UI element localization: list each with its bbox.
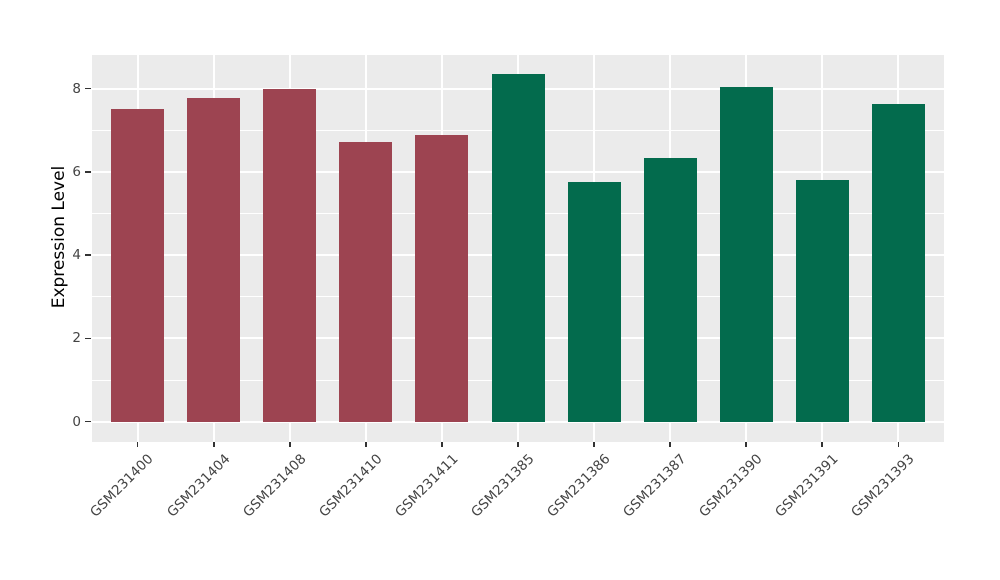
- y-tick-label: 0: [72, 413, 81, 430]
- bar-GSM231393: [871, 104, 925, 422]
- x-tick-label: GSM231386: [543, 451, 614, 521]
- y-tick-label: 2: [72, 330, 81, 347]
- x-tick-mark: [212, 442, 215, 447]
- x-tick-mark: [669, 442, 671, 447]
- y-tick-label: 8: [72, 80, 81, 97]
- x-tick-label: GSM231404: [163, 451, 234, 521]
- x-tick-label: GSM231387: [620, 451, 690, 521]
- x-tick-label: GSM231410: [315, 451, 386, 521]
- y-tick-mark: [85, 87, 91, 90]
- x-tick-label: GSM231390: [696, 451, 766, 521]
- x-tick-label: GSM231391: [772, 451, 842, 521]
- bar-GSM231411: [415, 134, 469, 422]
- x-tick-mark: [288, 442, 291, 447]
- bar-GSM231404: [187, 98, 241, 422]
- x-tick-mark: [441, 442, 443, 447]
- x-tick-mark: [365, 442, 367, 447]
- y-tick-label: 4: [72, 247, 81, 264]
- y-tick-mark: [85, 420, 91, 423]
- x-tick-label: GSM231385: [467, 451, 538, 521]
- x-tick-label: GSM231408: [239, 451, 310, 521]
- y-tick-mark: [85, 337, 91, 340]
- x-tick-label: GSM231400: [87, 451, 157, 521]
- bar-GSM231410: [339, 142, 393, 422]
- y-tick-label: 6: [72, 163, 81, 180]
- y-axis-title: Expression Level: [49, 165, 69, 309]
- x-tick-mark: [897, 442, 900, 447]
- y-tick-mark: [85, 254, 91, 256]
- x-tick-label: GSM231393: [848, 451, 918, 521]
- bar-GSM231390: [719, 87, 773, 422]
- x-tick-mark: [593, 442, 595, 447]
- x-tick-label: GSM231411: [391, 451, 462, 521]
- bar-GSM231385: [491, 73, 545, 422]
- x-tick-mark: [821, 442, 824, 447]
- y-tick-mark: [85, 171, 91, 173]
- x-tick-mark: [745, 442, 747, 447]
- bar-GSM231400: [111, 109, 165, 422]
- bar-GSM231387: [643, 158, 697, 422]
- bar-GSM231386: [567, 182, 621, 422]
- bar-GSM231391: [795, 180, 849, 422]
- bar-GSM231408: [263, 88, 317, 422]
- plot-panel: [92, 55, 944, 442]
- x-tick-mark: [517, 442, 519, 447]
- x-tick-mark: [136, 442, 139, 447]
